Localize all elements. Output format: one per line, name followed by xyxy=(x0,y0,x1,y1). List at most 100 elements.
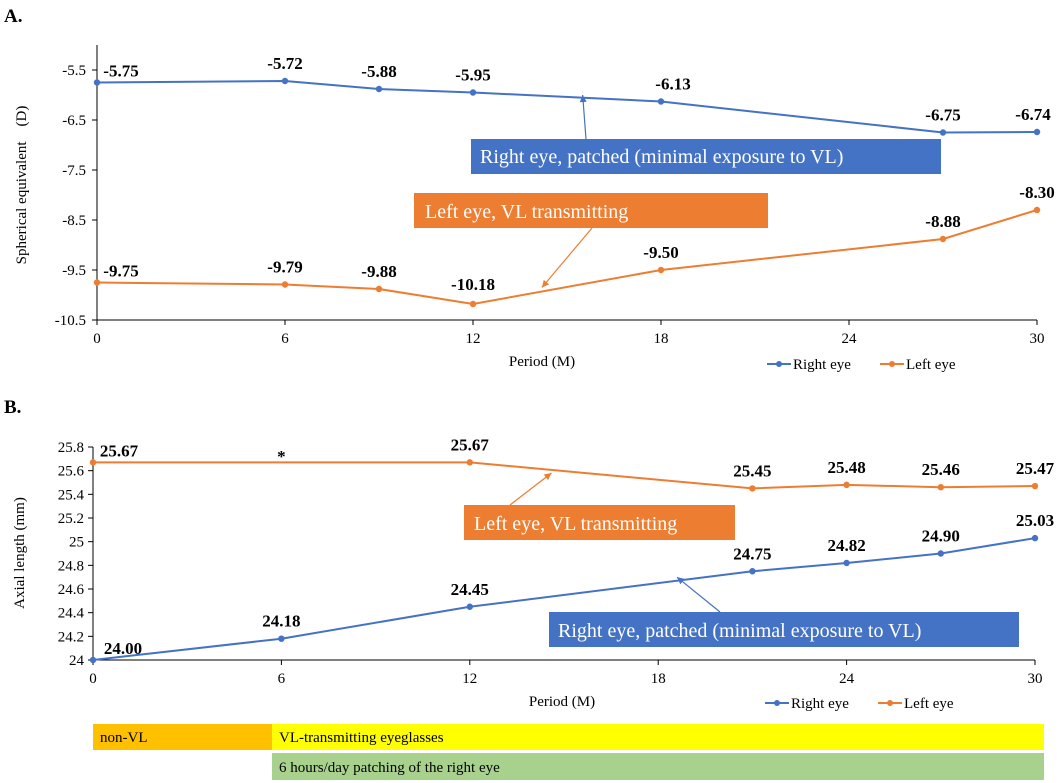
panel-b-xtick-label: 24 xyxy=(839,671,855,687)
panel-a-data-label: -5.88 xyxy=(361,62,396,81)
panel-a-data-point xyxy=(93,279,101,286)
panel-a-data-label: -5.72 xyxy=(267,54,302,73)
panel-a-data-label: -8.88 xyxy=(925,212,960,231)
panel-b-data-label: 25.67 xyxy=(100,441,139,460)
panel-a-series-line-right-eye xyxy=(96,79,1038,134)
panel-a-chart: A. -5.5-6.5-7.5-8.5-9.5-10.5 0 6 12 18 24 30 … xyxy=(4,6,1055,373)
panel-a-legend-left-eye: Left eye xyxy=(906,357,956,373)
panel-b-xtick-label: 30 xyxy=(1028,671,1043,687)
panel-b-chart: B. 2424.224.424.624.82525.225.425.625.8 … xyxy=(4,397,1055,712)
panel-a-data-label: -6.74 xyxy=(1015,105,1051,124)
panel-b-ytick-label: 24.2 xyxy=(58,629,84,645)
panel-b-data-label: 24.18 xyxy=(262,612,300,631)
panel-a-ytick-label: -7.5 xyxy=(62,163,86,179)
panel-b-ytick-label: 25.8 xyxy=(58,440,84,456)
panel-b-data-point xyxy=(278,635,285,642)
panel-a-data-point xyxy=(939,235,947,243)
panel-b-left-eye-callout-text: Left eye, VL transmitting xyxy=(474,513,677,535)
panel-a-right-eye-callout-text: Right eye, patched (minimal exposure to … xyxy=(480,146,843,168)
panel-b-ytick-label: 24.4 xyxy=(58,606,85,622)
panel-b-data-point xyxy=(937,550,944,557)
panel-a-data-point xyxy=(657,98,665,105)
panel-b-data-point xyxy=(1031,482,1039,490)
panel-a-data-label: -6.13 xyxy=(655,75,690,94)
panel-a-data-label: -5.95 xyxy=(455,66,490,85)
panel-a-data-point xyxy=(281,281,289,288)
panel-a-legend-right-eye: Right eye xyxy=(793,357,851,373)
panel-b-data-label: 25.45 xyxy=(733,461,771,480)
panel-a-data-point xyxy=(939,129,947,136)
panel-b-data-label: 24.82 xyxy=(827,536,865,555)
treatment-timeline: non-VL VL-transmitting eyeglasses 6 hour… xyxy=(93,724,1044,780)
panel-b-xtick-label: 6 xyxy=(278,671,286,687)
panel-b-label: B. xyxy=(4,397,21,418)
panel-a-xtick-label: 12 xyxy=(466,331,481,347)
panel-b-asterisk: * xyxy=(277,447,286,466)
panel-b-legend: Right eye Left eye xyxy=(765,696,954,712)
panel-a-ytick-label: -6.5 xyxy=(62,113,86,129)
panel-a-legend: Right eye Left eye xyxy=(767,357,956,373)
panel-b-xtick-label: 0 xyxy=(89,671,97,687)
panel-b-data-label: 25.67 xyxy=(451,435,490,454)
panel-a-data-label: -9.75 xyxy=(103,262,138,281)
panel-b-data-point xyxy=(466,603,473,610)
timeline-eyeglasses-label: VL-transmitting eyeglasses xyxy=(279,730,444,746)
panel-b-callout-arrow xyxy=(676,576,721,613)
panel-b-legend-left-eye: Left eye xyxy=(904,696,954,712)
panel-a-data-label: -8.30 xyxy=(1019,183,1054,202)
panel-b-series-line-left-eye xyxy=(93,461,1036,490)
panel-b-data-point xyxy=(843,559,850,567)
panel-b-callout-arrowhead xyxy=(543,473,552,481)
panel-a-callout-arrow xyxy=(582,94,587,140)
panel-b-data-label: 24.00 xyxy=(104,639,142,658)
timeline-patching-label: 6 hours/day patching of the right eye xyxy=(279,760,500,776)
panel-a-data-point xyxy=(1033,128,1041,136)
panel-b-data-label: 24.90 xyxy=(922,527,960,546)
panel-b-data-point xyxy=(749,485,756,492)
panel-b-ytick-label: 24.8 xyxy=(58,558,84,574)
panel-a-y-axis-title: Spherical equivalent (D) xyxy=(14,106,30,265)
panel-b-data-point xyxy=(843,481,850,489)
panel-b-data-label: 25.03 xyxy=(1016,511,1054,530)
panel-b-data-label: 25.47 xyxy=(1016,459,1055,478)
panel-a-data-point xyxy=(281,77,289,85)
panel-a-callout-arrowhead xyxy=(579,95,587,103)
panel-a-label: A. xyxy=(4,6,22,27)
panel-a-xtick-label: 30 xyxy=(1030,331,1045,347)
panel-a-data-point xyxy=(375,285,383,293)
panel-a-data-label: -9.88 xyxy=(361,262,396,281)
panel-a-callout-arrow xyxy=(541,227,593,288)
panel-b-xtick-label: 12 xyxy=(462,671,477,687)
panel-a-xtick-label: 6 xyxy=(281,331,289,347)
panel-b-data-label: 25.46 xyxy=(922,460,960,479)
timeline-eyeglasses-bar xyxy=(272,724,1044,750)
panel-b-x-axis-title: Period (M) xyxy=(529,694,595,710)
panel-a-data-point xyxy=(375,85,383,93)
panel-a-right-eye-callout xyxy=(471,139,941,174)
panel-b-ytick-label: 24.6 xyxy=(58,582,85,598)
panel-a-xtick-label: 0 xyxy=(93,331,101,347)
panel-a-ytick-label: -9.5 xyxy=(62,263,86,279)
panel-b-data-point xyxy=(89,459,97,466)
panel-a-xtick-label: 18 xyxy=(654,331,669,347)
panel-b-data-label: 25.48 xyxy=(827,458,865,477)
panel-b-data-point xyxy=(749,568,756,575)
panel-a-data-label: -10.18 xyxy=(451,275,495,294)
timeline-patching-bar xyxy=(272,753,1044,780)
panel-b-right-eye-callout-text: Right eye, patched (minimal exposure to … xyxy=(558,620,921,642)
panel-b-callout-arrow xyxy=(509,472,552,506)
panel-b-ytick-label: 25 xyxy=(69,535,84,551)
panel-b-ytick-label: 25.2 xyxy=(58,511,84,527)
panel-b-ytick-label: 24 xyxy=(69,653,85,669)
panel-a-data-label: -9.79 xyxy=(267,258,302,277)
panel-b-data-point xyxy=(89,656,97,664)
panel-a-x-axis-title: Period (M) xyxy=(509,354,575,370)
panel-a-ytick-label: -5.5 xyxy=(62,63,86,79)
panel-a-data-label: -6.75 xyxy=(925,106,960,125)
panel-b-right-eye-callout xyxy=(549,612,1019,647)
panel-a-xtick-label: 24 xyxy=(842,331,858,347)
panel-b-callout-arrowhead xyxy=(677,577,685,585)
panel-a-data-label: -9.50 xyxy=(643,243,678,262)
timeline-nonvl-bar xyxy=(93,724,272,750)
